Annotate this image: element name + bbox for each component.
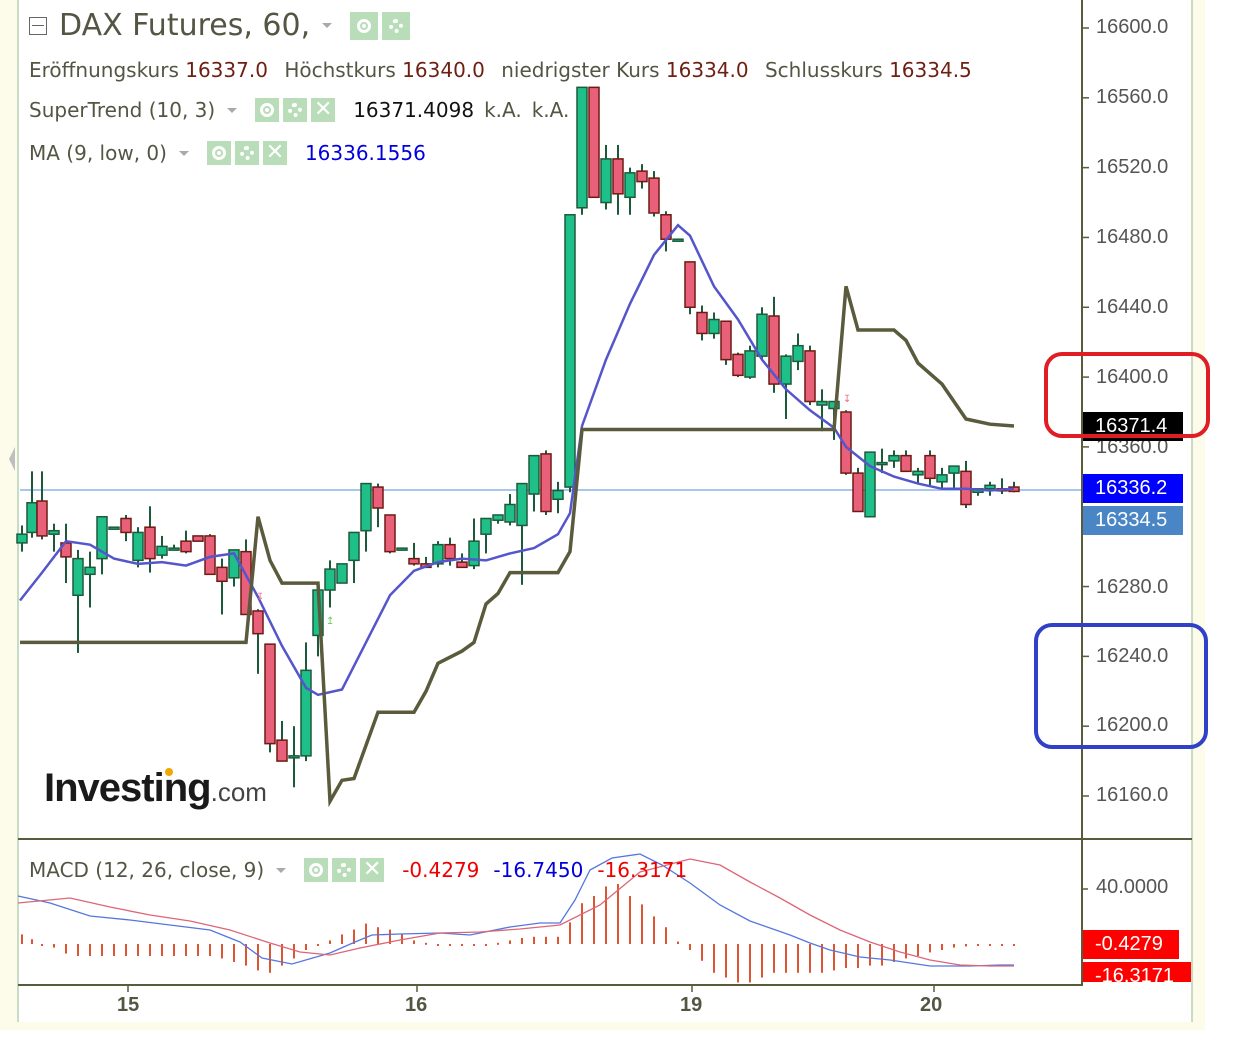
- low-label: niedrigster Kurs: [501, 58, 660, 82]
- macd-hist-value: -0.4279: [402, 858, 480, 882]
- macd-signal-tag: -16.3171: [1083, 962, 1191, 982]
- logo-suffix: .com: [210, 777, 267, 807]
- time-label: 16: [405, 994, 428, 1016]
- time-axis-ticks: [127, 985, 935, 992]
- macd-hist-tag: -0.4279: [1083, 930, 1179, 959]
- signal-line: [17, 858, 1014, 967]
- macd-tick: 40.0000: [1096, 876, 1169, 898]
- price-tick: 16480.0: [1096, 226, 1169, 248]
- supertrend-value: 16371.4098: [353, 98, 475, 122]
- macd-settings-button[interactable]: [332, 858, 357, 882]
- time-label: 20: [920, 994, 943, 1016]
- close-icon: ✕: [265, 140, 285, 165]
- ma-legend: MA (9, low, 0) ✕ 16336.1556: [29, 141, 426, 165]
- bottom-border: [17, 1022, 1193, 1030]
- eye-icon: [211, 146, 226, 160]
- visibility-button[interactable]: [350, 11, 379, 40]
- collapse-icon[interactable]: [29, 16, 47, 35]
- macd-value: -16.7450: [493, 858, 584, 882]
- panel-collapse-handle[interactable]: [9, 447, 15, 471]
- close-label: Schlusskurs: [764, 58, 883, 82]
- ohlc-row: Eröffnungskurs 16337.0 Höchstkurs 16340.…: [29, 58, 982, 82]
- ma-visibility-button[interactable]: [206, 141, 231, 165]
- supertrend-label[interactable]: SuperTrend (10, 3): [29, 98, 216, 122]
- chart-title: DAX Futures, 60,: [59, 8, 311, 43]
- ma-remove-button[interactable]: ✕: [262, 140, 287, 165]
- blue-highlight-annotation: [1034, 623, 1208, 749]
- ma-price-tag: 16336.2: [1083, 474, 1183, 503]
- time-label: 15: [117, 994, 140, 1016]
- chevron-down-icon[interactable]: [178, 150, 189, 156]
- macd-line: [17, 853, 1014, 967]
- price-tick: 16520.0: [1096, 156, 1169, 178]
- logo-dot-icon: [165, 768, 173, 776]
- close-icon: ✕: [313, 97, 333, 122]
- left-border: [0, 0, 19, 1030]
- ma-settings-button[interactable]: [234, 141, 259, 165]
- price-tick: 16240.0: [1096, 645, 1169, 667]
- high-value: 16340.0: [402, 58, 485, 82]
- investing-logo: Investing.com: [44, 766, 267, 811]
- eye-icon: [357, 18, 372, 33]
- logo-brand: Investing: [44, 766, 212, 810]
- gear-icon: [337, 863, 352, 877]
- red-highlight-annotation: [1044, 352, 1210, 438]
- open-value: 16337.0: [185, 58, 268, 82]
- macd-label[interactable]: MACD (12, 26, close, 9): [29, 858, 265, 882]
- supertrend-extra-2: k.A.: [531, 98, 570, 122]
- ma-line: [19, 223, 1015, 697]
- chevron-down-icon[interactable]: [227, 107, 238, 113]
- gear-icon: [288, 103, 303, 117]
- gear-icon: [239, 146, 254, 160]
- high-label: Höchstkurs: [284, 58, 396, 82]
- close-icon: ✕: [362, 857, 382, 882]
- candles: [16, 86, 1020, 788]
- close-value: 16334.5: [889, 58, 972, 82]
- right-border: [1191, 0, 1205, 1030]
- price-axis-ticks: [1082, 27, 1089, 797]
- macd-remove-button[interactable]: ✕: [360, 857, 385, 882]
- macd-histogram: [21, 884, 1015, 983]
- supertrend-visibility-button[interactable]: [255, 98, 280, 122]
- close-price-tag: 16334.5: [1083, 506, 1183, 535]
- chevron-down-icon[interactable]: [322, 23, 333, 28]
- price-tick: 16440.0: [1096, 296, 1169, 318]
- supertrend-legend: SuperTrend (10, 3) ✕ 16371.4098 k.A. k.A…: [29, 98, 569, 122]
- gear-icon: [389, 18, 404, 33]
- chart-title-row: DAX Futures, 60,: [29, 8, 414, 43]
- price-tick: 16200.0: [1096, 714, 1169, 736]
- open-label: Eröffnungskurs: [29, 58, 179, 82]
- supertrend-settings-button[interactable]: [283, 98, 308, 122]
- price-tick: 16360.0: [1096, 436, 1169, 458]
- price-tick: 16400.0: [1096, 366, 1169, 388]
- macd-visibility-button[interactable]: [304, 858, 329, 882]
- time-label: 19: [680, 994, 703, 1016]
- sell-signal-icon: ↧: [256, 592, 264, 603]
- price-tick: 16280.0: [1096, 576, 1169, 598]
- supertrend-line: [20, 285, 1015, 808]
- price-tick: 16560.0: [1096, 86, 1169, 108]
- price-tick: 16600.0: [1096, 16, 1169, 38]
- ma-label[interactable]: MA (9, low, 0): [29, 141, 167, 165]
- supertrend-remove-button[interactable]: ✕: [311, 97, 336, 122]
- eye-icon: [309, 863, 324, 877]
- sell-signal-icon: ↧: [843, 394, 851, 405]
- ma-value: 16336.1556: [304, 141, 426, 165]
- settings-button[interactable]: [382, 11, 411, 40]
- low-value: 16334.0: [665, 58, 749, 82]
- chevron-down-icon[interactable]: [276, 867, 287, 873]
- buy-signal-icon: ↥: [326, 616, 334, 627]
- price-tick: 16160.0: [1096, 784, 1169, 806]
- supertrend-extra-1: k.A.: [484, 98, 522, 122]
- macd-legend: MACD (12, 26, close, 9) ✕ -0.4279 -16.74…: [29, 858, 687, 882]
- supertrend-price-tag: 16371.4: [1083, 412, 1183, 441]
- eye-icon: [260, 103, 275, 117]
- macd-signal-value: -16.3171: [597, 858, 688, 882]
